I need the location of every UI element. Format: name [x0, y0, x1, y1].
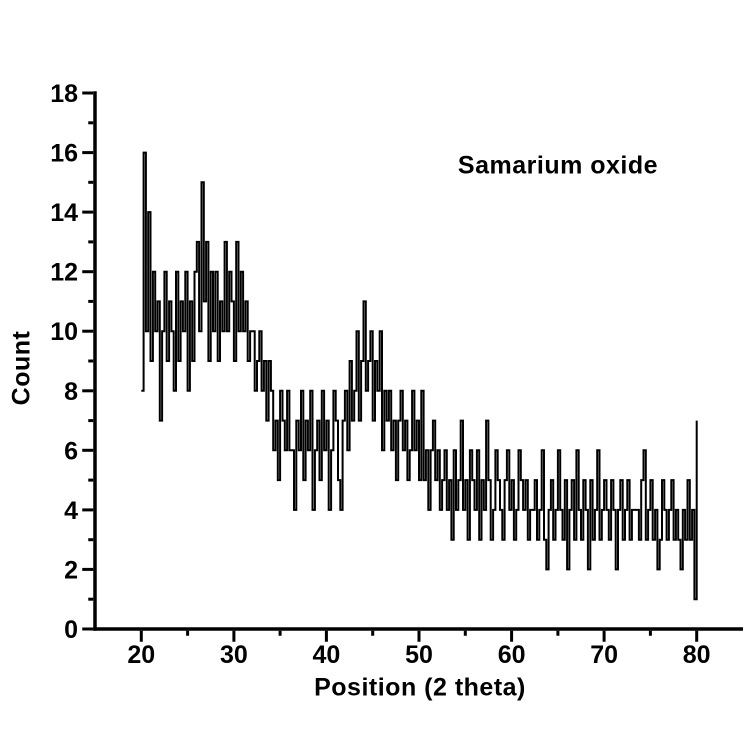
y-tick-label: 2 [64, 556, 78, 584]
x-tick-label: 20 [127, 641, 155, 669]
chart-title: Samarium oxide [457, 151, 659, 180]
count-series-path [141, 151, 698, 601]
y-axis-label: Count [7, 330, 36, 406]
y-tick-label: 0 [64, 616, 78, 644]
x-tick-label: 70 [590, 641, 618, 669]
y-tick-label: 18 [50, 80, 78, 108]
x-tick-label: 30 [220, 641, 248, 669]
y-tick-label: 12 [50, 259, 78, 287]
x-tick-label: 50 [405, 641, 433, 669]
y-tick-label: 6 [64, 437, 78, 465]
y-tick-label: 8 [64, 378, 78, 406]
x-axis-label: Position (2 theta) [314, 673, 526, 702]
y-tick-label: 4 [64, 497, 78, 525]
x-tick-label: 80 [683, 641, 711, 669]
y-tick-label: 10 [50, 318, 78, 346]
x-tick-label: 40 [312, 641, 340, 669]
y-tick-label: 14 [50, 199, 78, 227]
x-tick-label: 60 [498, 641, 526, 669]
y-tick-label: 16 [50, 140, 78, 168]
